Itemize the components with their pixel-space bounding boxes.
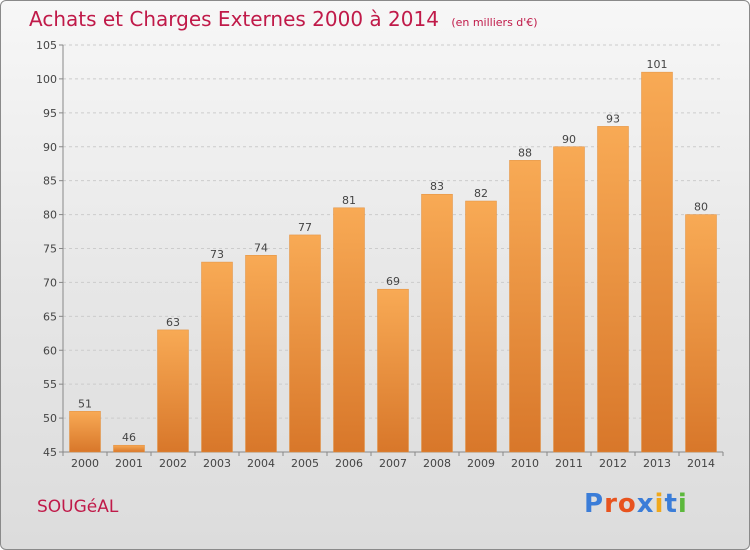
logo-letter: t — [664, 489, 678, 519]
bar-2008 — [421, 193, 453, 453]
y-tick-label: 90 — [43, 141, 57, 154]
y-tick-label: 45 — [43, 446, 57, 459]
x-tick-label: 2005 — [291, 457, 319, 470]
bar-2009 — [465, 200, 497, 453]
data-label: 73 — [210, 248, 224, 261]
y-tick-label: 85 — [43, 175, 57, 188]
bar-2006 — [333, 207, 365, 453]
x-tick-label: 2001 — [115, 457, 143, 470]
bar-2000 — [69, 411, 101, 453]
data-label: 51 — [78, 397, 92, 410]
bar-2010 — [509, 160, 541, 453]
x-tick-label: 2003 — [203, 457, 231, 470]
logo-letter: o — [617, 489, 637, 519]
x-tick-label: 2009 — [467, 457, 495, 470]
y-tick-label: 95 — [43, 107, 57, 120]
data-label: 46 — [122, 431, 136, 444]
logo-letter: P — [584, 489, 605, 519]
x-tick-label: 2007 — [379, 457, 407, 470]
data-label: 101 — [647, 58, 668, 71]
x-tick-label: 2000 — [71, 457, 99, 470]
x-tick-label: 2010 — [511, 457, 539, 470]
data-label: 90 — [562, 133, 576, 146]
data-labels: 51 46 63 73 74 77 81 69 83 82 88 90 93 101 80 — [78, 58, 708, 444]
data-label: 81 — [342, 194, 356, 207]
bars — [69, 71, 717, 453]
logo-letter: r — [604, 489, 618, 519]
bar-2014 — [685, 214, 717, 453]
data-label: 77 — [298, 221, 312, 234]
bar-2012 — [597, 126, 629, 453]
data-label: 83 — [430, 180, 444, 193]
y-tick-label: 100 — [36, 73, 57, 86]
data-label: 93 — [606, 112, 620, 125]
proxiti-logo: Proxiti — [584, 489, 688, 519]
y-tick-label: 75 — [43, 243, 57, 256]
x-tick-label: 2012 — [599, 457, 627, 470]
x-tick-label: 2008 — [423, 457, 451, 470]
data-label: 80 — [694, 201, 708, 214]
chart-title: Achats et Charges Externes 2000 à 2014 (… — [29, 7, 538, 31]
bar-2002 — [157, 329, 189, 453]
bar-2004 — [245, 255, 277, 453]
x-tick-label: 2013 — [643, 457, 671, 470]
data-label: 82 — [474, 187, 488, 200]
y-tick-label: 105 — [36, 39, 57, 52]
bar-2003 — [201, 261, 233, 453]
x-tick-label: 2004 — [247, 457, 275, 470]
data-label: 63 — [166, 316, 180, 329]
y-tick-label: 60 — [43, 344, 57, 357]
y-tick-label: 70 — [43, 276, 57, 289]
x-tick-label: 2002 — [159, 457, 187, 470]
y-tick-label: 55 — [43, 378, 57, 391]
bar-2011 — [553, 146, 585, 453]
logo-letter: i — [677, 489, 688, 519]
data-label: 88 — [518, 146, 532, 159]
y-tick-label: 50 — [43, 412, 57, 425]
chart-title-text: Achats et Charges Externes 2000 à 2014 — [29, 7, 439, 31]
x-tick-label: 2014 — [687, 457, 715, 470]
bar-2005 — [289, 234, 321, 453]
bar-2013 — [641, 71, 673, 453]
commune-name: SOUGéAL — [37, 497, 119, 517]
logo-letter: x — [636, 489, 655, 519]
data-label: 69 — [386, 275, 400, 288]
bar-2001 — [113, 444, 145, 453]
y-tick-label: 80 — [43, 209, 57, 222]
logo-letter: i — [654, 489, 665, 519]
x-tick-label: 2006 — [335, 457, 363, 470]
bar-2007 — [377, 288, 409, 453]
y-tick-label: 65 — [43, 310, 57, 323]
chart-unit-label: (en milliers d'€) — [451, 16, 538, 29]
data-label: 74 — [254, 241, 268, 254]
x-tick-label: 2011 — [555, 457, 583, 470]
